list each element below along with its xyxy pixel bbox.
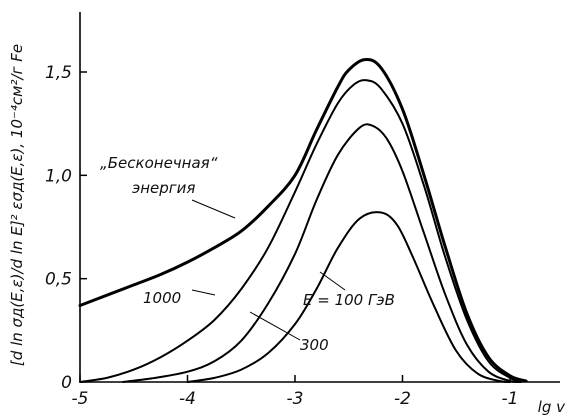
annotation-1000: 1000 xyxy=(143,289,181,307)
annotation-infinite-energy-line2: энергия xyxy=(132,179,195,197)
annotation-100gev: E = 100 ГэВ xyxy=(303,291,395,309)
x-tick-label: -1 xyxy=(502,389,519,409)
x-ticks: -5 -4 -3 -2 -1 xyxy=(72,375,519,409)
annotation-300: 300 xyxy=(300,336,329,354)
curves xyxy=(78,58,528,384)
y-ticks: 0 0,5 1,0 1,5 xyxy=(45,63,87,393)
leader-1000 xyxy=(191,289,216,296)
series-line-0 xyxy=(78,58,528,383)
y-tick-label: 0,5 xyxy=(45,270,72,290)
x-axis-label: lg v xyxy=(538,398,566,416)
y-tick-label: 0 xyxy=(61,373,72,393)
annotation-infinite-energy-line1: „Бесконечная“ xyxy=(100,154,218,172)
series-line-3 xyxy=(186,211,511,383)
axes xyxy=(79,12,560,383)
series-line-2 xyxy=(122,123,522,384)
leader-infinite-energy xyxy=(191,199,236,219)
y-tick-label: 1,0 xyxy=(45,166,72,186)
y-axis-label: [d ln σд(E,ε)/d ln E]² εσд(E,ε), 10⁻⁴см²… xyxy=(8,44,26,366)
x-tick-label: -3 xyxy=(287,389,304,409)
series-line-1 xyxy=(79,79,522,383)
leader-100gev xyxy=(319,271,346,291)
x-tick-label: -2 xyxy=(394,389,411,409)
x-tick-label: -4 xyxy=(179,389,196,409)
y-tick-label: 1,5 xyxy=(45,63,72,83)
x-tick-label: -5 xyxy=(72,389,89,409)
leader-300 xyxy=(249,311,301,341)
